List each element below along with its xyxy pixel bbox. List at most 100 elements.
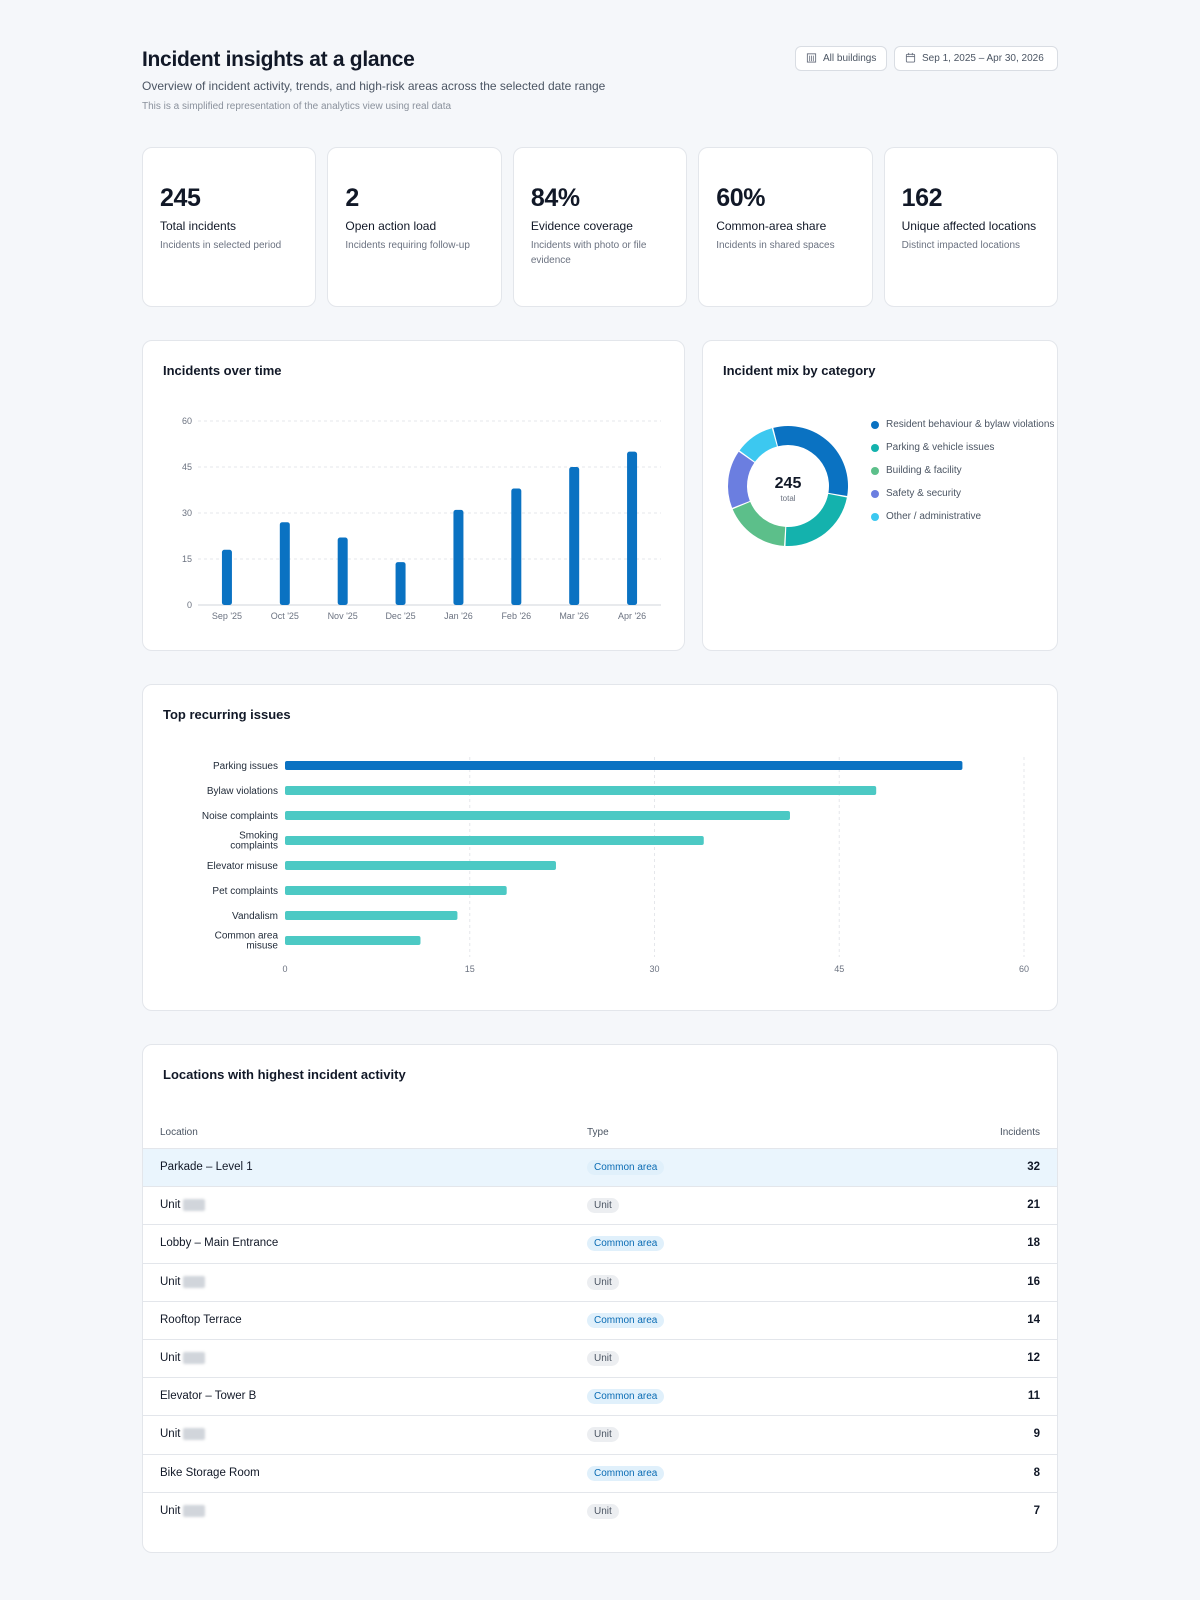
type-badge: Unit [587,1351,619,1366]
donut-slice[interactable] [728,451,755,508]
bar[interactable] [285,761,963,770]
legend-item[interactable]: Safety & security [871,486,1061,502]
bar[interactable] [627,451,638,605]
legend-label: Other / administrative [886,511,982,522]
table-row[interactable]: Unit Unit 21 [143,1186,1057,1224]
buildings-filter-button[interactable]: All buildings [795,46,888,71]
kpi-value: 84% [530,184,580,212]
bar[interactable] [285,861,556,870]
incident-mix-card: Incident mix by category 245 total Reside… [702,340,1058,651]
page-header: Incident insights at a glance Overview o… [142,46,1058,126]
type-badge: Common area [587,1389,665,1405]
x-tick-label: Mar '26 [559,611,589,621]
redacted-unit-number [183,1199,206,1212]
table-row[interactable]: Unit Unit 7 [143,1491,1057,1530]
bar[interactable] [453,509,464,605]
table-row[interactable]: Unit Unit 16 [143,1262,1057,1301]
bar[interactable] [221,549,232,605]
legend-item[interactable]: Other / administrative [871,509,1061,525]
y-tick-label: 60 [182,416,192,426]
x-tick-label: Apr '26 [618,611,646,621]
type-badge: Unit [587,1503,619,1519]
y-tick-label: Noise complaints [202,811,278,822]
date-range-label: Sep 1, 2025 – Apr 30, 2026 [922,53,1044,64]
kpi-description: Incidents with photo or file evidence [530,240,647,266]
kpi-row: 245 Total incidents Incidents in selecte… [142,147,1059,307]
x-tick-label: Feb '26 [501,611,531,621]
incidents-over-time-chart: 0 15 30 45 60 Sep '25 Oct '25 Nov '25 Dec '25 Jan… [182,416,661,621]
donut-slice[interactable] [732,501,786,546]
y-tick-label: Bylaw violations [207,786,278,797]
legend-item[interactable]: Parking & vehicle issues [871,440,1061,456]
legend-swatch [871,513,879,521]
bar[interactable] [337,537,348,605]
location-name: Bike Storage Room [160,1466,260,1479]
y-tick-label: Common area misuse [215,931,279,952]
x-tick-label: 0 [282,964,287,974]
table-row[interactable]: Parkade – Level 1 Common area 32 [143,1148,1057,1186]
column-header-incidents[interactable]: Incidents [999,1127,1040,1138]
donut-center-value: 245 [775,475,802,492]
incident-count: 7 [1033,1504,1040,1517]
table-row[interactable]: Unit Unit 12 [143,1339,1057,1377]
locations-card: Locations with highest incident activity… [142,1044,1058,1553]
incident-mix-donut: 245 total [728,426,848,546]
donut-slice[interactable] [773,426,848,496]
donut-center-label: total [780,494,795,503]
y-tick-label: Smoking complaints [230,831,278,852]
bar[interactable] [285,811,790,820]
donut-slice[interactable] [785,493,847,546]
table-row[interactable]: Rooftop Terrace Common area 14 [143,1300,1057,1339]
table-row[interactable]: Bike Storage Room Common area 8 [143,1453,1057,1492]
column-header-location[interactable]: Location [160,1127,198,1138]
bar[interactable] [285,936,421,945]
top-recurring-issues-card: Top recurring issues 0 15 30 45 60 Parking is… [142,684,1058,1011]
calendar-icon [905,52,916,66]
legend-label: Parking & vehicle issues [886,442,995,453]
type-badge: Unit [587,1274,619,1290]
table-row[interactable]: Elevator – Tower B Common area 11 [143,1377,1057,1415]
bar[interactable] [285,836,704,845]
y-tick-label: 45 [182,462,192,472]
card-title: Locations with highest incident activity [163,1067,406,1082]
y-tick-label: 30 [182,508,192,518]
buildings-filter-label: All buildings [823,53,877,64]
bar[interactable] [511,488,522,605]
legend-swatch [871,490,879,498]
location-name: Unit [160,1199,181,1212]
y-tick-label: 0 [187,600,192,610]
type-badge: Common area [587,1160,665,1175]
table-row[interactable]: Unit Unit 9 [143,1415,1057,1453]
x-tick-label: Oct '25 [271,611,299,621]
card-title: Top recurring issues [163,707,291,722]
bar[interactable] [279,522,290,605]
legend-item[interactable]: Resident behaviour & bylaw violations [871,417,1061,433]
location-cell: Unit [160,1352,206,1364]
page-title: Incident insights at a glance [142,48,415,71]
bar[interactable] [569,467,580,605]
kpi-description: Distinct impacted locations [901,240,1021,251]
bar[interactable] [285,786,877,795]
incident-count: 18 [1027,1237,1040,1250]
location-cell: Unit [160,1428,206,1441]
x-tick-label: 60 [1019,964,1029,974]
incident-count: 32 [1027,1161,1040,1173]
legend-swatch [871,444,879,452]
redacted-unit-number [183,1504,206,1517]
location-cell: Rooftop Terrace [160,1314,242,1326]
table-row[interactable]: Lobby – Main Entrance Common area 18 [143,1224,1057,1262]
building-icon [806,52,817,66]
bar[interactable] [285,886,507,895]
kpi-value: 162 [901,184,943,212]
donut-slice[interactable] [739,428,777,462]
column-header-type[interactable]: Type [587,1127,609,1138]
x-tick-label: 45 [834,964,844,974]
location-name: Unit [160,1275,181,1288]
legend-item[interactable]: Building & facility [871,463,1061,479]
location-name: Lobby – Main Entrance [160,1237,279,1250]
kpi-label: Common-area share [716,219,827,233]
date-range-button[interactable]: Sep 1, 2025 – Apr 30, 2026 [894,46,1058,71]
page-note: This is a simplified representation of t… [142,101,452,112]
bar[interactable] [395,562,406,605]
bar[interactable] [285,911,458,920]
